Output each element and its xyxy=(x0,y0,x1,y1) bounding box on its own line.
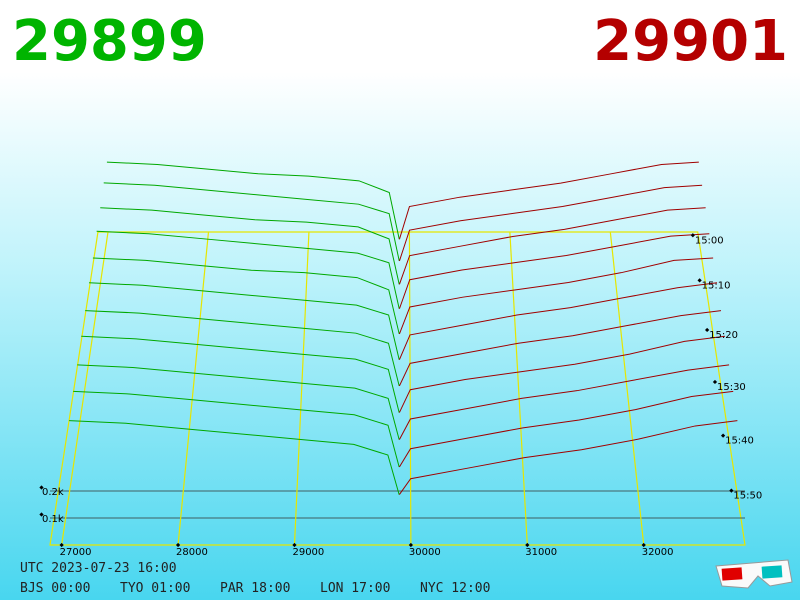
bid-price: 29899 xyxy=(12,9,207,74)
time-tick-label: 15:30 xyxy=(717,382,746,393)
price-tick-label: 29000 xyxy=(292,547,324,558)
price-tick xyxy=(292,542,297,548)
ask-depth-line xyxy=(398,257,714,335)
time-tick-label: 15:40 xyxy=(725,436,754,447)
time-tick xyxy=(720,433,726,438)
glasses-icon xyxy=(715,559,793,589)
time-tick xyxy=(705,327,710,333)
city-clock: LON 17:00 xyxy=(320,581,390,596)
price-grid-line xyxy=(61,231,109,546)
bid-depth-line xyxy=(92,257,400,335)
price-tick-label: 31000 xyxy=(525,547,557,558)
depth-tick-label: 0.2k xyxy=(42,487,64,498)
bid-depth-line xyxy=(81,335,400,413)
bid-depth-line xyxy=(69,420,400,495)
price-tick xyxy=(408,542,414,548)
ask-depth-line xyxy=(398,161,699,240)
city-clock: NYC 12:00 xyxy=(420,581,490,596)
price-tick xyxy=(175,542,181,548)
price-tick-label: 32000 xyxy=(642,547,674,558)
time-tick xyxy=(729,488,734,493)
bid-depth-line xyxy=(85,310,400,387)
price-tick-label: 27000 xyxy=(60,547,92,558)
bid-depth-line xyxy=(103,182,400,262)
bid-depth-line xyxy=(73,390,400,468)
price-tick xyxy=(641,542,646,548)
depth-tick-label: 0.1k xyxy=(42,514,64,525)
bid-depth-line xyxy=(100,207,400,285)
price-grid-line xyxy=(509,231,528,546)
city-clock: BJS 00:00 xyxy=(20,581,90,596)
ask-depth-line xyxy=(398,390,734,468)
price-tick-label: 28000 xyxy=(176,547,208,558)
time-tick xyxy=(697,278,702,283)
bid-depth-line xyxy=(89,282,400,360)
ask-depth-line xyxy=(398,310,722,387)
ask-depth-line xyxy=(398,282,718,360)
time-tick-label: 15:00 xyxy=(695,235,724,246)
ask-depth-line xyxy=(398,335,726,413)
ask-depth-line xyxy=(398,420,738,495)
bid-depth-line xyxy=(96,230,400,309)
price-tick xyxy=(525,542,530,548)
ask-depth-line xyxy=(398,233,710,309)
price-grid-line xyxy=(609,231,645,546)
bid-depth-line xyxy=(77,364,400,440)
city-clock: TYO 01:00 xyxy=(120,581,190,596)
price-grid-line xyxy=(177,231,210,546)
floor-outline xyxy=(49,231,746,546)
ask-depth-line xyxy=(398,184,703,262)
price-grid-line xyxy=(293,231,310,546)
time-tick-label: 15:20 xyxy=(709,330,738,341)
ask-depth-line xyxy=(398,364,730,440)
time-tick-label: 15:10 xyxy=(702,280,731,291)
bid-depth-line xyxy=(106,161,400,240)
price-grid-line xyxy=(408,231,412,546)
time-tick-label: 15:50 xyxy=(733,491,762,502)
time-tick xyxy=(712,379,718,385)
ask-depth-line xyxy=(398,207,706,285)
ask-price: 29901 xyxy=(593,9,788,74)
time-tick xyxy=(690,233,695,238)
price-tick-label: 30000 xyxy=(409,547,441,558)
city-clock: PAR 18:00 xyxy=(220,581,290,596)
utc-time: UTC 2023-07-23 16:00 xyxy=(20,561,177,576)
